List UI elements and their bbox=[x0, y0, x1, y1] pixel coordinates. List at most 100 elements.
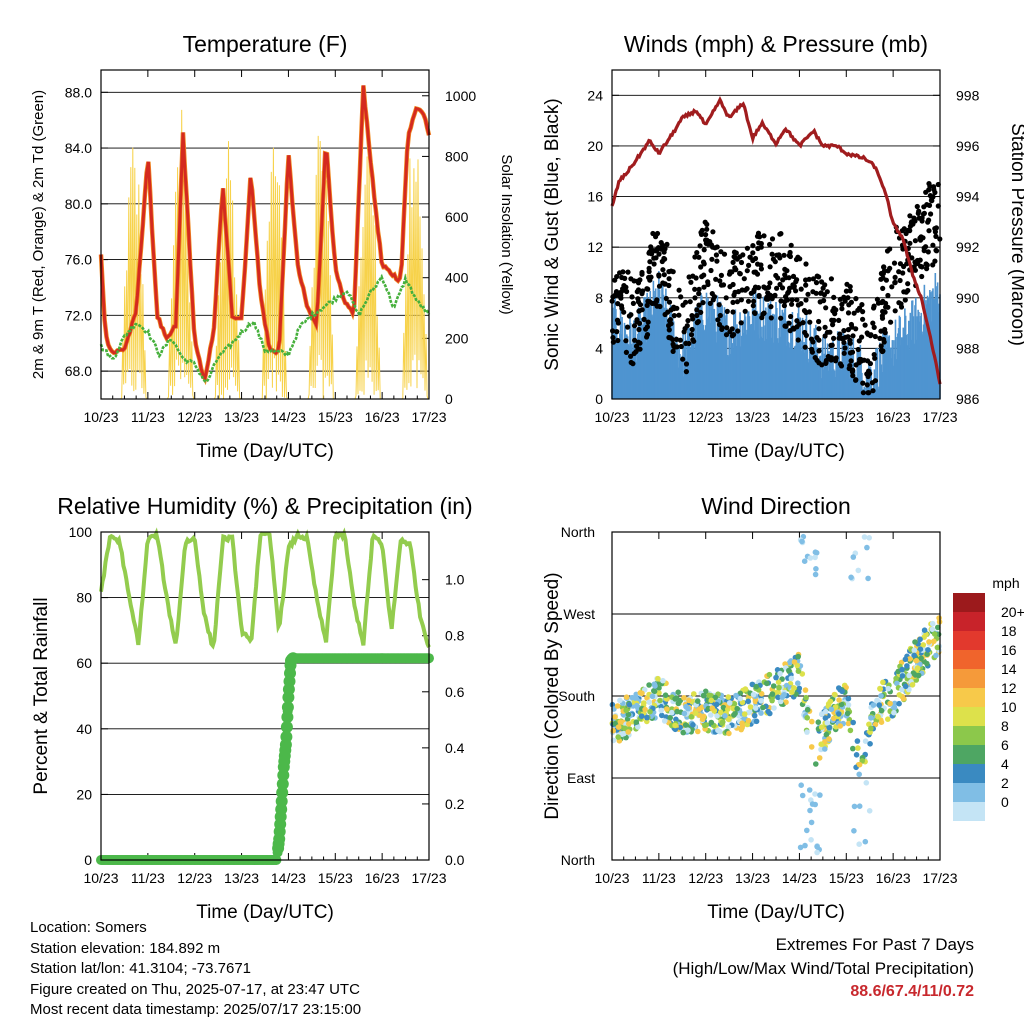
gust-point bbox=[841, 328, 847, 334]
gust-point bbox=[717, 278, 723, 284]
direction-point bbox=[699, 716, 706, 723]
gust-point bbox=[791, 326, 797, 332]
y-axis-label: Sonic Wind & Gust (Blue, Black) bbox=[542, 98, 563, 370]
gust-point bbox=[644, 286, 650, 292]
direction-point bbox=[861, 534, 868, 540]
gust-point bbox=[647, 249, 653, 255]
gust-point bbox=[794, 297, 800, 303]
gust-point bbox=[653, 255, 659, 261]
gust-point bbox=[740, 252, 746, 258]
gust-point bbox=[781, 252, 787, 258]
direction-point bbox=[832, 704, 839, 710]
gust-point bbox=[698, 309, 704, 315]
gust-point bbox=[841, 294, 847, 300]
gust-point bbox=[789, 301, 795, 307]
gust-point bbox=[923, 261, 929, 267]
gust-point bbox=[822, 333, 828, 339]
legend-swatch bbox=[953, 726, 985, 745]
direction-point bbox=[753, 683, 759, 690]
y-right-tick-label: 988 bbox=[956, 340, 980, 356]
direction-point bbox=[929, 620, 936, 627]
direction-point bbox=[899, 686, 905, 693]
gust-point bbox=[765, 290, 771, 296]
y-tick-label: 0 bbox=[595, 391, 603, 407]
gust-point bbox=[673, 336, 680, 342]
direction-point bbox=[642, 706, 648, 713]
direction-point bbox=[822, 715, 829, 721]
direction-point bbox=[891, 705, 898, 711]
gust-point bbox=[793, 288, 799, 294]
gust-point bbox=[926, 181, 932, 187]
direction-point bbox=[623, 694, 630, 700]
gust-point bbox=[932, 189, 938, 196]
gust-point bbox=[655, 245, 662, 251]
direction-point bbox=[813, 761, 819, 767]
gust-point bbox=[688, 279, 694, 285]
direction-point bbox=[907, 656, 913, 662]
direction-point bbox=[880, 679, 886, 686]
direction-point bbox=[783, 699, 789, 705]
gust-point bbox=[643, 326, 649, 332]
gust-point bbox=[752, 310, 758, 316]
x-tick-label: 10/23 bbox=[83, 409, 118, 425]
direction-point bbox=[802, 842, 808, 849]
gust-point bbox=[926, 202, 933, 208]
direction-point bbox=[769, 691, 776, 697]
direction-point bbox=[652, 683, 658, 689]
direction-point bbox=[680, 729, 687, 736]
gust-point bbox=[822, 324, 828, 330]
gust-point bbox=[733, 267, 739, 273]
gust-point bbox=[911, 264, 917, 270]
gust-point bbox=[637, 308, 643, 314]
gust-point bbox=[889, 284, 895, 290]
direction-point bbox=[795, 668, 802, 674]
direction-point bbox=[626, 721, 632, 727]
gust-point bbox=[871, 303, 877, 309]
direction-point bbox=[855, 567, 862, 574]
gust-point bbox=[926, 217, 932, 223]
y-right-tick-label: 998 bbox=[956, 87, 980, 103]
gust-point bbox=[701, 261, 707, 267]
gust-point bbox=[648, 244, 654, 250]
x-tick-label: 15/23 bbox=[318, 870, 353, 886]
gust-point bbox=[816, 348, 822, 354]
gust-point bbox=[727, 329, 733, 335]
gust-point bbox=[654, 297, 660, 303]
gust-point bbox=[710, 229, 716, 235]
gust-point bbox=[795, 337, 801, 343]
direction-point bbox=[878, 707, 885, 714]
direction-point bbox=[713, 701, 720, 708]
direction-point bbox=[646, 682, 652, 688]
direction-point bbox=[769, 697, 775, 704]
gust-point bbox=[837, 361, 844, 367]
gust-point bbox=[896, 269, 902, 275]
legend-label: 16 bbox=[1001, 642, 1017, 658]
direction-point bbox=[758, 698, 764, 704]
direction-point bbox=[651, 688, 657, 694]
direction-point bbox=[694, 698, 701, 704]
gust-point bbox=[628, 312, 634, 318]
gust-point bbox=[670, 348, 676, 354]
gust-point bbox=[769, 251, 775, 257]
x-tick-label: 15/23 bbox=[318, 409, 353, 425]
gust-point bbox=[885, 304, 891, 310]
solar-spike bbox=[354, 144, 382, 400]
y-tick-label: West bbox=[563, 606, 595, 622]
gust-point bbox=[692, 254, 698, 260]
x-tick-label: 16/23 bbox=[365, 870, 400, 886]
direction-point bbox=[832, 692, 838, 698]
gust-point bbox=[865, 390, 871, 396]
direction-point bbox=[795, 653, 801, 660]
gust-point bbox=[708, 267, 714, 274]
gust-point bbox=[921, 204, 927, 210]
plot-border bbox=[611, 531, 941, 861]
plot-border bbox=[100, 531, 430, 861]
gust-point bbox=[860, 380, 866, 386]
gust-point bbox=[637, 302, 644, 308]
direction-point bbox=[702, 688, 709, 695]
gust-point bbox=[924, 266, 930, 272]
direction-point bbox=[737, 695, 743, 702]
direction-point bbox=[807, 807, 813, 814]
gust-point bbox=[756, 240, 762, 246]
direction-point bbox=[887, 700, 893, 707]
